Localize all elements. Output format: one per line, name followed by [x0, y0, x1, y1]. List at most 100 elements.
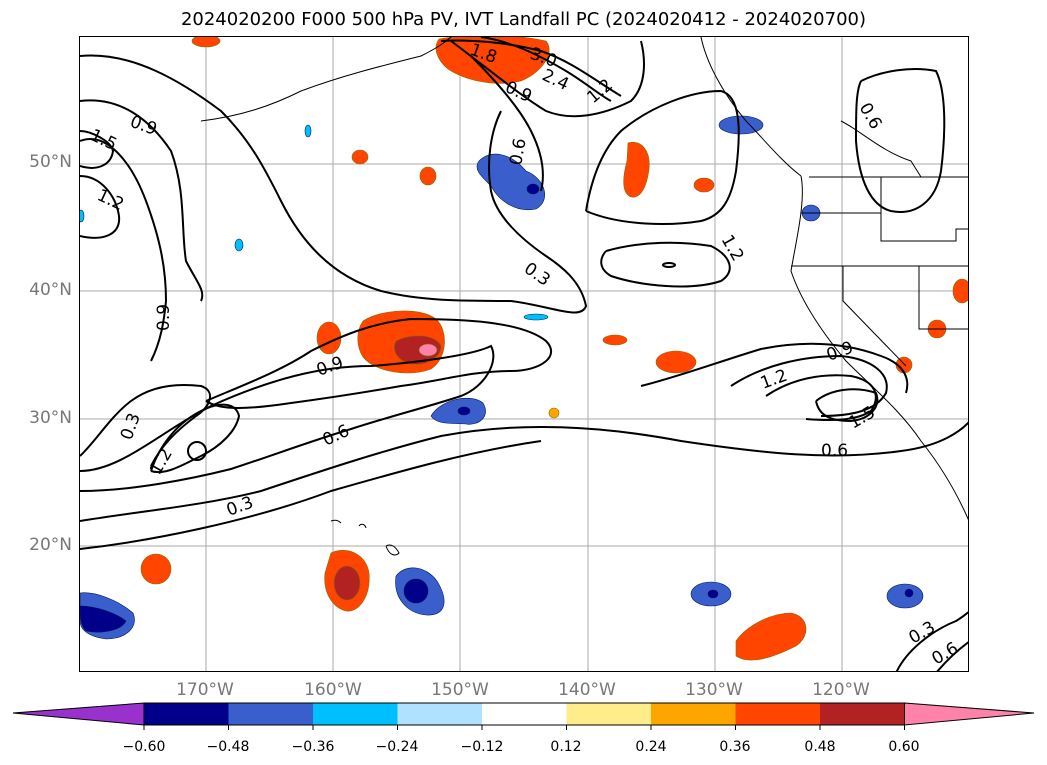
contour-label: 1.2 [94, 185, 127, 215]
colorbar-tick-label: −0.12 [460, 739, 504, 755]
colorbar-tick-label: 0.48 [804, 739, 836, 755]
contour-label: 0.6 [506, 137, 530, 167]
lon-label-170w: 170°W [176, 680, 234, 700]
blob-small-3 [693, 177, 715, 193]
blob-blue-se-2 [886, 583, 924, 609]
lat-label-40n: 40°N [29, 280, 72, 300]
contour-0.3-north [80, 54, 588, 314]
contour-labels: 0.9 1.5 1.2 0.9 0.3 1.2 0.3 0.6 0.9 0.3 … [87, 40, 962, 669]
hawaii-islands [330, 519, 400, 556]
colorbar-segment [313, 703, 398, 725]
contour-label: 0.6 [855, 100, 886, 133]
contour-label: 0.9 [314, 353, 346, 381]
contour-0.9-west [80, 138, 168, 362]
contour-label: 0.9 [154, 304, 174, 331]
blob-blue-se-1-core [707, 589, 719, 599]
contour-label: 0.3 [117, 410, 145, 442]
coastlines [200, 37, 968, 556]
contour-label: 1.2 [146, 445, 177, 478]
blob-south-east [735, 612, 807, 661]
lat-label-30n: 30°N [29, 408, 72, 428]
contour-label: 0.3 [906, 617, 939, 648]
contour-0.6-ne [854, 68, 946, 213]
contour-0.9-north [470, 55, 544, 192]
colorbar-segment [651, 703, 736, 725]
contour-0.3-se [895, 611, 968, 671]
contour-0.6-west-ring [80, 99, 204, 302]
blob-small-2 [419, 166, 437, 186]
contour-1.8-north [440, 39, 622, 97]
map-canvas: 0.9 1.5 1.2 0.9 0.3 1.2 0.3 0.6 0.9 0.3 … [80, 37, 968, 671]
blob-small-6 [655, 350, 697, 374]
border-nw [840, 120, 922, 178]
colorbar-tick-label: −0.36 [291, 739, 335, 755]
colorbar-tick-label: −0.60 [122, 739, 166, 755]
contour-0.9-east [730, 354, 888, 417]
colorbar-tick-label: 0.12 [550, 739, 582, 755]
negative-anomaly-fills [80, 115, 924, 640]
contour-label: 0.6 [821, 441, 848, 461]
colorbar-segment [397, 703, 482, 725]
lon-label-160w: 160°W [304, 680, 362, 700]
contour-0.9-mid [600, 241, 731, 288]
blob-small-1 [351, 149, 369, 165]
lat-label-20n: 20°N [29, 535, 72, 555]
colorbar-segment [820, 703, 905, 725]
blob-blue-small-2 [304, 124, 312, 138]
us-west-coast [790, 175, 968, 520]
colorbar-outline [143, 702, 905, 726]
contour-1.2-west [80, 175, 121, 239]
blob-blue-left-edge [80, 209, 85, 223]
colorbar-tick-label: 0.24 [635, 739, 667, 755]
contour-0.3-band [80, 421, 968, 522]
lon-label-150w: 150°W [431, 680, 489, 700]
colorbar-tick-label: −0.24 [375, 739, 419, 755]
blob-blue-sw-core [80, 605, 127, 633]
blob-blue-north [476, 153, 545, 211]
alaska-coast [200, 37, 452, 122]
contour-0.6-north-loop [585, 89, 740, 225]
map-title: 2024020200 F000 500 hPa PV, IVT Landfall… [180, 9, 867, 30]
contour-label: 0.9 [127, 112, 159, 140]
colorbar-extend-high [904, 702, 1035, 726]
colorbar-segment [566, 703, 651, 725]
lon-label-140w: 140°W [558, 680, 616, 700]
blob-blue-coast [718, 115, 764, 135]
colorbar-segment [482, 703, 567, 725]
blob-small-5 [602, 334, 628, 346]
contour-label: 0.6 [320, 421, 353, 451]
graticule [80, 37, 968, 671]
border-id [880, 177, 968, 242]
border-ca-nv [842, 266, 907, 367]
colorbar [12, 702, 1035, 730]
colorbar-tick-label: −0.48 [206, 739, 250, 755]
lat-label-50n: 50°N [29, 152, 72, 172]
contour-1.2-hawaii-n [150, 403, 241, 474]
blob-blue-hawaii-core [403, 578, 429, 604]
positive-anomaly-fills [140, 37, 968, 661]
blob-blue-small-3 [523, 313, 549, 321]
contour-label: 1.2 [717, 232, 748, 265]
colorbar-segment [144, 703, 229, 725]
contour-0.6-band [80, 344, 495, 492]
contour-0.3-west-inner [80, 383, 211, 467]
blob-bc-coast [623, 141, 650, 198]
map-panel[interactable]: 0.9 1.5 1.2 0.9 0.3 1.2 0.3 0.6 0.9 0.3 … [79, 36, 969, 672]
contour-1.5-east [815, 388, 879, 423]
contour-1.2-north [450, 40, 645, 118]
contour-label: 0.3 [520, 259, 554, 291]
blob-top-left [191, 37, 221, 48]
colorbar-segment [228, 703, 313, 725]
contour-tiny-mid [662, 262, 676, 268]
blob-blue-north-core [526, 183, 540, 195]
border-nv-az [918, 266, 968, 330]
contour-0.6-se [936, 641, 968, 671]
contour-0.6-east [640, 342, 909, 394]
colorbar-extend-low [12, 702, 145, 726]
lon-label-130w: 130°W [685, 680, 743, 700]
colorbar-tick-label: 0.60 [888, 739, 920, 755]
blob-central-peak [418, 343, 438, 357]
colorbar-segment [735, 703, 820, 725]
blob-hawaii-west-core [333, 565, 361, 601]
contour-label: 0.9 [824, 338, 856, 366]
